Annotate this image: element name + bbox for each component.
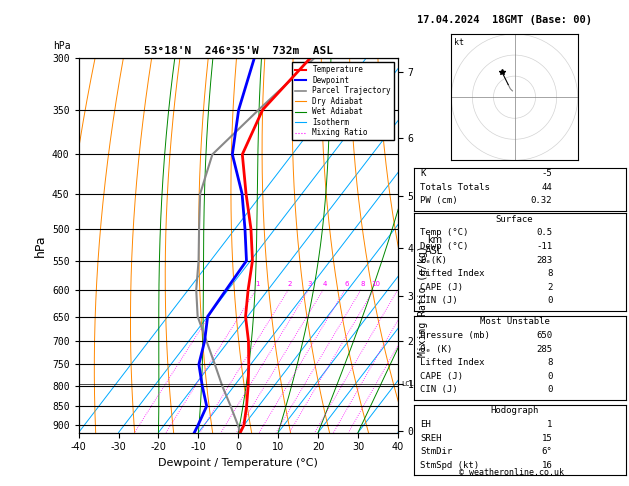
Y-axis label: hPa: hPa xyxy=(33,234,47,257)
Text: 8: 8 xyxy=(547,269,552,278)
Text: 17.04.2024  18GMT (Base: 00): 17.04.2024 18GMT (Base: 00) xyxy=(417,15,592,25)
Text: Surface: Surface xyxy=(496,215,533,224)
Text: θₑ(K): θₑ(K) xyxy=(420,256,447,265)
Text: 1: 1 xyxy=(255,281,260,287)
Text: 44: 44 xyxy=(542,183,552,192)
Text: 10: 10 xyxy=(371,281,380,287)
Text: 3: 3 xyxy=(308,281,313,287)
Text: CIN (J): CIN (J) xyxy=(420,296,458,306)
Text: 4: 4 xyxy=(323,281,327,287)
Text: kt: kt xyxy=(454,38,464,47)
Text: 285: 285 xyxy=(536,345,552,354)
Text: Mixing Ratio (g/kg): Mixing Ratio (g/kg) xyxy=(418,246,428,357)
Y-axis label: km
ASL: km ASL xyxy=(425,235,443,256)
Text: -5: -5 xyxy=(542,169,552,178)
Text: LCL: LCL xyxy=(401,381,414,387)
Text: 15: 15 xyxy=(542,434,552,443)
Text: 6°: 6° xyxy=(542,447,552,456)
Text: 0: 0 xyxy=(547,385,552,395)
Text: CIN (J): CIN (J) xyxy=(420,385,458,395)
Text: 8: 8 xyxy=(547,358,552,367)
Text: © weatheronline.co.uk: © weatheronline.co.uk xyxy=(459,468,564,477)
Text: θₑ (K): θₑ (K) xyxy=(420,345,452,354)
Text: Pressure (mb): Pressure (mb) xyxy=(420,331,490,340)
Text: 0: 0 xyxy=(547,296,552,306)
Text: EH: EH xyxy=(420,420,431,429)
Text: 2: 2 xyxy=(547,283,552,292)
Text: 1: 1 xyxy=(547,420,552,429)
Text: Temp (°C): Temp (°C) xyxy=(420,228,469,238)
Text: StmDir: StmDir xyxy=(420,447,452,456)
Text: 6: 6 xyxy=(344,281,349,287)
Text: K: K xyxy=(420,169,426,178)
Text: 650: 650 xyxy=(536,331,552,340)
Text: 16: 16 xyxy=(542,461,552,470)
Text: 0.5: 0.5 xyxy=(536,228,552,238)
Text: 2: 2 xyxy=(288,281,292,287)
X-axis label: Dewpoint / Temperature (°C): Dewpoint / Temperature (°C) xyxy=(159,458,318,468)
Text: hPa: hPa xyxy=(53,41,70,51)
Text: 283: 283 xyxy=(536,256,552,265)
Text: SREH: SREH xyxy=(420,434,442,443)
Text: Totals Totals: Totals Totals xyxy=(420,183,490,192)
Text: StmSpd (kt): StmSpd (kt) xyxy=(420,461,479,470)
Text: Hodograph: Hodograph xyxy=(491,406,538,416)
Text: Most Unstable: Most Unstable xyxy=(479,317,550,327)
Text: 8: 8 xyxy=(360,281,365,287)
Text: PW (cm): PW (cm) xyxy=(420,196,458,206)
Text: Lifted Index: Lifted Index xyxy=(420,358,485,367)
Title: 53°18'N  246°35'W  732m  ASL: 53°18'N 246°35'W 732m ASL xyxy=(144,46,333,56)
Text: CAPE (J): CAPE (J) xyxy=(420,372,463,381)
Text: -11: -11 xyxy=(536,242,552,251)
Text: Dewp (°C): Dewp (°C) xyxy=(420,242,469,251)
Legend: Temperature, Dewpoint, Parcel Trajectory, Dry Adiabat, Wet Adiabat, Isotherm, Mi: Temperature, Dewpoint, Parcel Trajectory… xyxy=(292,62,394,140)
Text: CAPE (J): CAPE (J) xyxy=(420,283,463,292)
Text: 0: 0 xyxy=(547,372,552,381)
Text: Lifted Index: Lifted Index xyxy=(420,269,485,278)
Text: 0.32: 0.32 xyxy=(531,196,552,206)
